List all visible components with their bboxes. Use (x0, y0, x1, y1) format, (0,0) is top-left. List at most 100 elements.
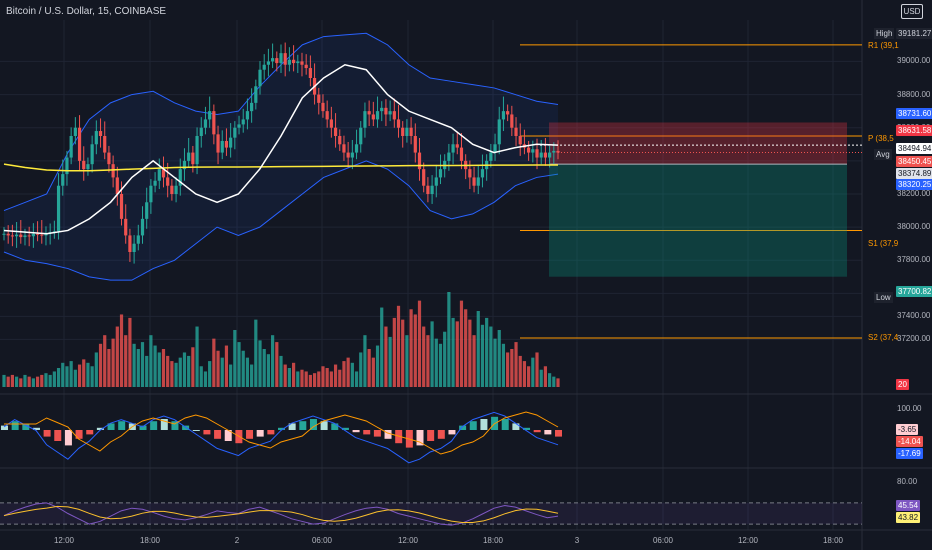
candle-body (195, 136, 199, 165)
macd-histogram-bar (11, 421, 19, 430)
candle-body (132, 243, 136, 252)
candle-body (107, 152, 111, 165)
macd-histogram-bar (118, 421, 126, 430)
candle-body (329, 119, 333, 128)
volume-bar (371, 357, 375, 387)
volume-bar (384, 326, 388, 387)
candle-body (216, 134, 220, 153)
volume-bar (522, 361, 527, 387)
volume-bar (262, 349, 266, 387)
candle-body (535, 149, 539, 158)
volume-bar (392, 317, 396, 387)
price-scale-label: 38200.00 (897, 189, 931, 198)
candle-body (86, 164, 90, 170)
upper-band-tag: 38731.60 (896, 108, 932, 119)
candle-body (548, 152, 552, 158)
candle-body (287, 59, 291, 65)
candle-body (338, 136, 342, 145)
volume-bar (90, 366, 94, 387)
macd-histogram-bar (501, 419, 509, 430)
volume-bar (44, 373, 48, 387)
candle-body (220, 140, 224, 153)
volume-bar (187, 355, 191, 387)
candle-body (136, 235, 140, 244)
macd-histogram-bar (341, 427, 349, 430)
take-profit-zone (549, 164, 847, 277)
volume-bar (73, 369, 77, 387)
volume-bar (98, 343, 103, 387)
candle-body (380, 107, 384, 112)
candle-body (531, 149, 535, 153)
volume-bar (166, 355, 170, 387)
candle-body (346, 152, 350, 158)
volume-bar (149, 335, 153, 387)
candle-body (527, 147, 531, 153)
volume-bar (497, 330, 501, 387)
macd-signal-line (4, 411, 559, 455)
candle-body (10, 235, 14, 237)
volume-bar (543, 366, 548, 387)
volume-bar (271, 335, 275, 387)
candle-body (300, 61, 304, 65)
candle-body (434, 177, 438, 186)
volume-bar (375, 345, 380, 387)
time-axis-label: 18:00 (139, 536, 161, 545)
macd-histogram-bar (96, 427, 104, 430)
candle-body (245, 111, 250, 120)
volume-bar (283, 364, 287, 387)
candle-body (23, 235, 27, 238)
macd-histogram-bar (459, 425, 467, 430)
volume-bar (405, 335, 409, 387)
candle-body (321, 102, 325, 112)
volume-bar (27, 376, 31, 387)
candle-body (94, 131, 98, 145)
rsi-ma-tag: 43.82 (896, 512, 921, 523)
candle-body (426, 185, 430, 194)
candle-body (119, 194, 124, 219)
candle-body (77, 127, 82, 161)
candle-body (451, 144, 455, 153)
high-price-tag: 39181.27 (896, 28, 932, 39)
volume-bar (40, 374, 44, 387)
currency-button[interactable]: USD (901, 4, 923, 19)
volume-bar (287, 368, 291, 387)
macd-histogram-bar (523, 427, 531, 430)
volume-bar (208, 361, 212, 387)
macd-histogram-bar (437, 430, 445, 439)
candle-body (40, 234, 44, 236)
candle-body (409, 127, 413, 136)
candle-body (31, 233, 35, 237)
volume-bar (413, 314, 417, 387)
volume-bar (266, 354, 271, 387)
macd-histogram-bar (203, 430, 211, 435)
volume-bar (10, 374, 14, 387)
candle-body (161, 169, 166, 178)
macd-histogram-bar (555, 430, 562, 437)
stop-price-tag: 38631.58 (896, 125, 932, 136)
candle-body (363, 111, 367, 128)
candle-body (413, 136, 417, 153)
candle-body (472, 177, 476, 186)
candle-body (518, 136, 522, 145)
macd-histogram-bar (43, 430, 51, 437)
volume-bar (86, 362, 90, 387)
volume-bar (422, 326, 426, 387)
symbol-title[interactable]: Bitcoin / U.S. Dollar, 15, COINBASE (6, 6, 167, 17)
candle-body (283, 53, 287, 65)
time-axis-label: 06:00 (652, 536, 674, 545)
volume-bar (464, 309, 468, 387)
macd-histogram-bar (278, 427, 285, 430)
volume-bar (430, 321, 434, 387)
volume-bar (178, 357, 182, 387)
pivot-r1-label: R1 (39,1 (868, 41, 899, 50)
low-label: Low (874, 292, 893, 303)
candle-body (417, 152, 422, 170)
volume-bar (401, 319, 405, 387)
time-axis-label: 18:00 (822, 536, 844, 545)
candle-body (359, 127, 363, 145)
volume-bar (539, 369, 543, 387)
volume-bar (182, 352, 187, 387)
candle-body (459, 147, 464, 161)
macd-histogram-bar (533, 430, 541, 433)
